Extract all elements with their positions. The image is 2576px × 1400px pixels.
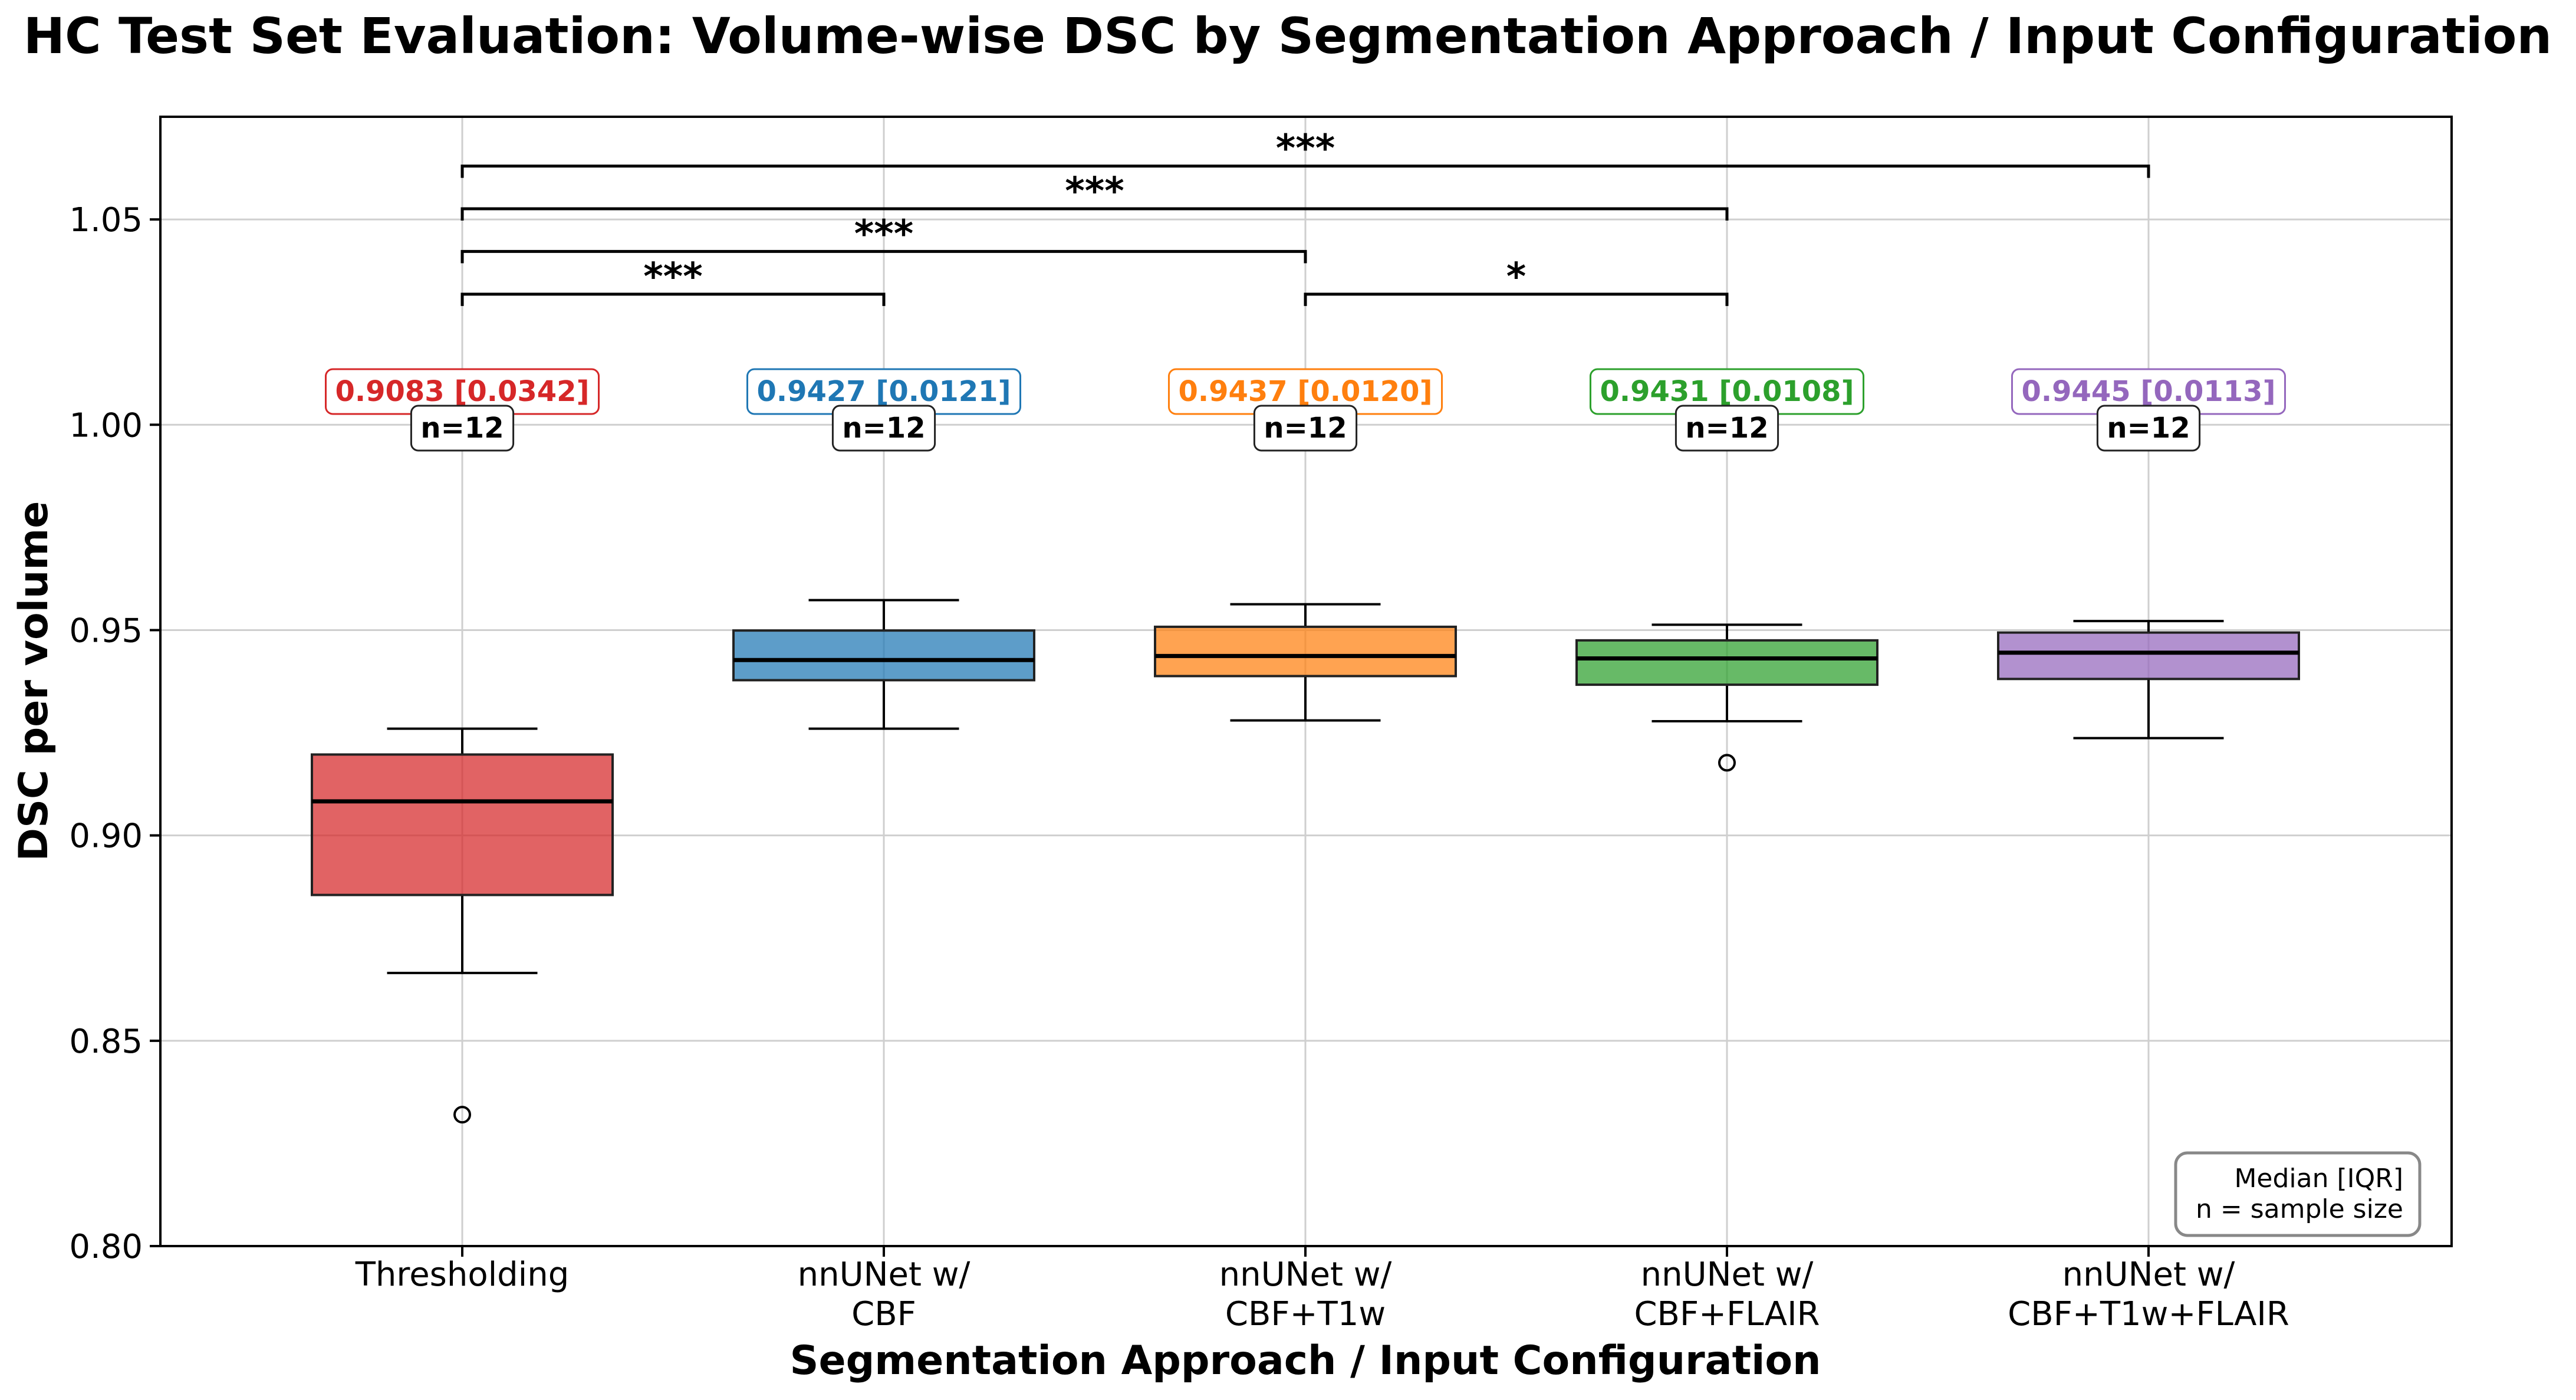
sample-size-label-box (410, 405, 515, 452)
bracket-line (460, 165, 2150, 178)
y-tick-label: 0.85 (69, 1023, 143, 1061)
significance-brackets: *** ********** (460, 127, 2150, 306)
significance-marker: *** (854, 212, 913, 256)
outlier-point (453, 1106, 471, 1124)
y-tick-label: 0.95 (69, 612, 143, 650)
iqr-box (1575, 639, 1878, 686)
median-iqr-label-text: 0.9083 [0.0342] (335, 375, 589, 408)
box-series (311, 599, 2300, 1124)
x-tick-label: CBF+T1w (1225, 1295, 1386, 1333)
iqr-box (1997, 631, 2300, 681)
significance-bracket: *** (460, 170, 1729, 221)
legend-note-line: n = sample size (2196, 1194, 2403, 1224)
y-tick-label: 1.05 (69, 201, 143, 239)
median-iqr-label-text: 0.9427 [0.0121] (756, 375, 1011, 408)
median-iqr-label: 0.9083 [0.0342] (324, 368, 600, 415)
axes: 0.80 0.85 0.90 0.95 1.00 1.05 Thresholding nnUN… (69, 201, 2289, 1333)
outlier-point (1718, 754, 1736, 772)
box-4 (1997, 620, 2300, 740)
sample-size-label: n=12 (2096, 405, 2201, 452)
significance-marker: *** (1276, 127, 1335, 171)
significance-bracket: *** (460, 255, 886, 306)
x-tick-label: nnUNet w/ (1641, 1256, 1814, 1294)
iqr-box (732, 629, 1035, 682)
sample-size-label-text: n=12 (420, 412, 504, 445)
sample-size-label-box (1253, 405, 1358, 452)
legend-note-frame (2174, 1151, 2422, 1237)
y-axis-label: DSC per volume (11, 501, 57, 862)
x-tick-label: nnUNet w/ (798, 1256, 970, 1294)
bracket-line (460, 207, 1729, 221)
median-iqr-label: 0.9437 [0.0120] (1167, 368, 1443, 415)
sample-size-label-box (831, 405, 936, 452)
legend-note-line: Median [IQR] (2234, 1164, 2403, 1194)
sample-size-label: n=12 (1253, 405, 1358, 452)
y-tick-label: 1.00 (69, 406, 143, 445)
x-axis-label: Segmentation Approach / Input Configurat… (789, 1337, 1821, 1384)
box-2 (1154, 603, 1457, 722)
iqr-box (311, 753, 614, 896)
iqr-box (1154, 625, 1457, 678)
x-tick-label: Thresholding (355, 1256, 570, 1294)
sample-size-label-text: n=12 (1264, 412, 1347, 445)
chart-title: HC Test Set Evaluation: Volume-wise DSC … (24, 7, 2552, 65)
significance-marker: *** (643, 255, 702, 299)
sample-size-label-box (1674, 405, 1779, 452)
significance-marker: *** (1065, 170, 1124, 213)
box-3 (1575, 623, 1878, 772)
significance-marker: * (1506, 255, 1526, 299)
legend-note-box: Median [IQR]n = sample size (2174, 1151, 2422, 1237)
median-iqr-label: 0.9431 [0.0108] (1589, 368, 1865, 415)
bracket-line (460, 293, 886, 306)
median-iqr-label-text: 0.9431 [0.0108] (1600, 375, 1854, 408)
sample-size-label: n=12 (410, 405, 515, 452)
annotation-labels: 0.9083 [0.0342] n=12 0.9427 [0.0121] n=12 0.… (324, 368, 2287, 452)
sample-size-label-box (2096, 405, 2201, 452)
sample-size-label-text: n=12 (842, 412, 925, 445)
significance-bracket: * (1304, 255, 1729, 306)
y-tick-label: 0.80 (69, 1228, 143, 1266)
sample-size-label-text: n=12 (2107, 412, 2190, 445)
sample-size-label: n=12 (831, 405, 936, 452)
bracket-line (1304, 293, 1729, 306)
box-1 (732, 599, 1035, 730)
x-tick-label: nnUNet w/ (1219, 1256, 1392, 1294)
x-tick-label: nnUNet w/ (2062, 1256, 2235, 1294)
y-tick-label: 0.90 (69, 817, 143, 856)
significance-bracket: *** (460, 212, 1307, 264)
median-iqr-label: 0.9427 [0.0121] (746, 368, 1022, 415)
x-tick-label: CBF (851, 1295, 916, 1333)
significance-bracket: *** (460, 127, 2150, 178)
sample-size-label-text: n=12 (1685, 412, 1768, 445)
x-tick-label: CBF+FLAIR (1634, 1295, 1820, 1333)
x-tick-label: CBF+T1w+FLAIR (2008, 1295, 2289, 1333)
median-iqr-label-text: 0.9437 [0.0120] (1178, 375, 1432, 408)
bracket-line (460, 249, 1307, 264)
sample-size-label: n=12 (1674, 405, 1779, 452)
box-0 (311, 727, 614, 1124)
median-iqr-label-text: 0.9445 [0.0113] (2021, 375, 2275, 408)
